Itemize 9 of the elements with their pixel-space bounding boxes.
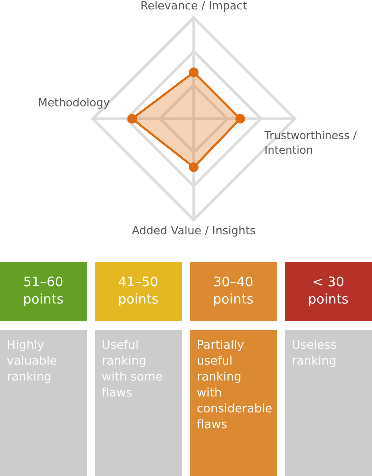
spoke-label: Added Value / Insights xyxy=(132,226,256,237)
category-label: < 30 points xyxy=(309,276,348,307)
spoke-label: Relevance / Impact xyxy=(142,1,248,12)
spoke-label: Trustworthiness / Intention xyxy=(264,131,357,154)
spoke-label: Methodology xyxy=(39,98,110,109)
category-label: 30–40 points xyxy=(214,276,254,307)
category-label: 51–60 points xyxy=(24,276,64,307)
category-label: 41–50 points xyxy=(119,276,158,307)
text: Partially useful ranking with considerable flaws xyxy=(197,340,272,429)
